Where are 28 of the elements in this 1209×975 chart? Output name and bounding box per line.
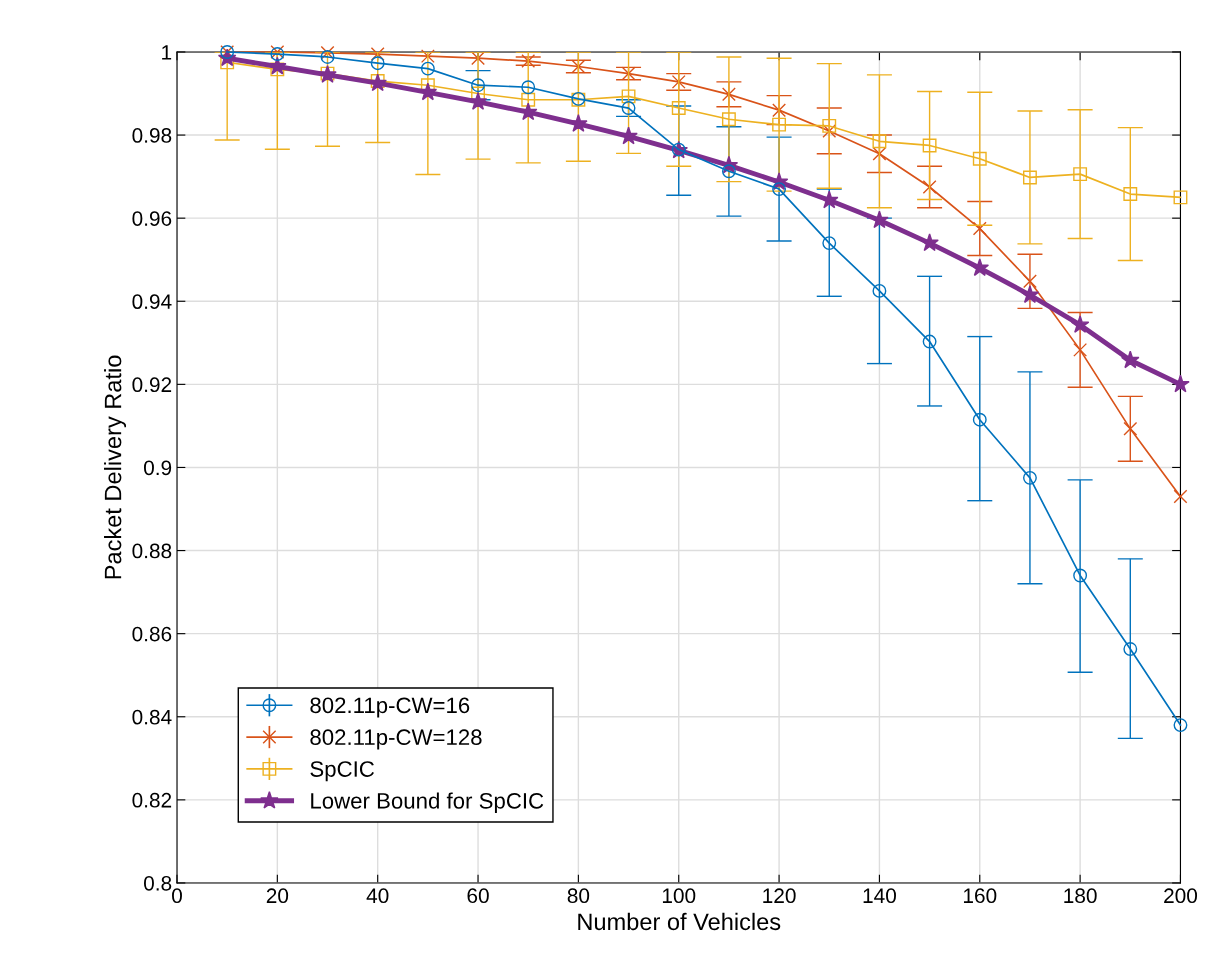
legend-label: SpCIC: [310, 761, 374, 782]
x-tick-label: 200: [1164, 888, 1198, 904]
x-tick-label: 180: [1064, 888, 1097, 904]
x-tick-label: 100: [662, 888, 696, 904]
y-axis-title: Packet Delivery Ratio: [104, 355, 127, 579]
y-tick-label: 1: [162, 45, 172, 60]
y-tick-label: 0.92: [132, 377, 172, 393]
x-tick-label: 0: [172, 888, 182, 904]
x-tick-label: 140: [863, 888, 896, 904]
legend-label: 802.11p-CW=16: [310, 697, 470, 718]
x-tick-label: 80: [567, 888, 590, 904]
x-tick-label: 120: [763, 888, 796, 904]
legend-label: 802.11p-CW=128: [310, 729, 482, 750]
y-tick-label: 0.82: [132, 792, 172, 808]
y-tick-label: 0.96: [132, 211, 172, 226]
y-tick-label: 0.84: [132, 709, 172, 725]
y-tick-label: 0.94: [132, 294, 172, 310]
legend-label: Lower Bound for SpCIC: [311, 792, 544, 814]
y-tick-label: 0.86: [132, 626, 172, 642]
y-tick-label: 0.9: [143, 460, 172, 476]
x-axis-title: Number of Vehicles: [578, 912, 781, 931]
x-tick-label: 160: [963, 888, 997, 904]
y-tick-label: 0.88: [132, 543, 172, 559]
x-tick-label: 40: [366, 888, 389, 904]
x-tick-label: 60: [467, 888, 489, 904]
x-tick-label: 20: [266, 888, 289, 904]
y-tick-label: 0.8: [143, 875, 172, 891]
y-tick-label: 0.98: [132, 128, 172, 143]
